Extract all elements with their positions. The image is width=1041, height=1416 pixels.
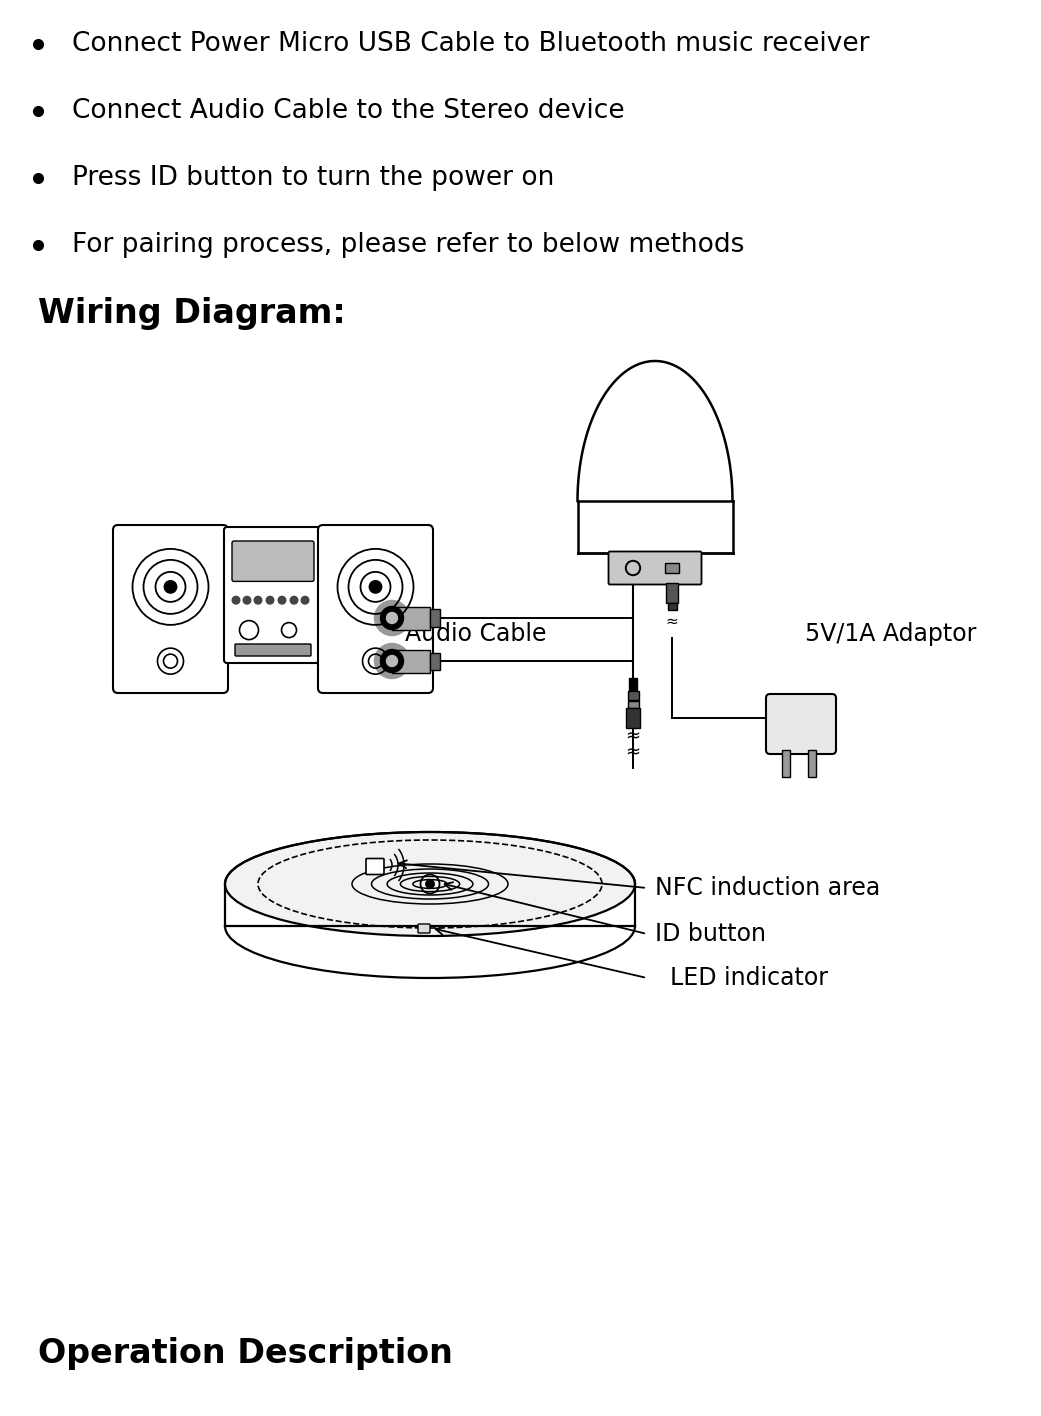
Text: NFC induction area: NFC induction area xyxy=(655,877,881,901)
Text: Wiring Diagram:: Wiring Diagram: xyxy=(39,297,346,330)
FancyBboxPatch shape xyxy=(232,541,314,582)
Text: /: / xyxy=(688,559,695,573)
Circle shape xyxy=(301,596,309,605)
Circle shape xyxy=(290,596,298,605)
Circle shape xyxy=(386,613,398,623)
Text: ≈: ≈ xyxy=(626,743,640,760)
Circle shape xyxy=(375,600,409,636)
Circle shape xyxy=(426,879,434,888)
Bar xyxy=(430,609,440,626)
FancyBboxPatch shape xyxy=(609,551,702,585)
FancyBboxPatch shape xyxy=(224,527,322,663)
Circle shape xyxy=(254,596,261,605)
Bar xyxy=(782,750,790,777)
Bar xyxy=(628,691,638,700)
FancyBboxPatch shape xyxy=(418,925,430,933)
Text: ≈: ≈ xyxy=(665,613,679,629)
Bar xyxy=(392,650,430,673)
Circle shape xyxy=(381,650,404,673)
Text: Connect Power Micro USB Cable to Bluetooth music receiver: Connect Power Micro USB Cable to Bluetoo… xyxy=(72,31,869,57)
Text: Press ID button to turn the power on: Press ID button to turn the power on xyxy=(72,166,555,191)
Text: For pairing process, please refer to below methods: For pairing process, please refer to bel… xyxy=(72,232,744,258)
Bar xyxy=(629,678,637,691)
Text: ≈: ≈ xyxy=(626,726,640,745)
Circle shape xyxy=(244,596,251,605)
Circle shape xyxy=(626,561,640,575)
FancyBboxPatch shape xyxy=(113,525,228,692)
Circle shape xyxy=(232,596,239,605)
FancyBboxPatch shape xyxy=(235,644,311,656)
Text: Operation Description: Operation Description xyxy=(39,1338,453,1371)
Circle shape xyxy=(266,596,274,605)
FancyBboxPatch shape xyxy=(318,525,433,692)
Text: 5V/1A Adaptor: 5V/1A Adaptor xyxy=(805,622,976,646)
Circle shape xyxy=(381,606,404,630)
Circle shape xyxy=(278,596,286,605)
Text: LED indicator: LED indicator xyxy=(670,966,828,990)
Circle shape xyxy=(386,656,398,667)
Text: ∩: ∩ xyxy=(610,561,619,573)
FancyBboxPatch shape xyxy=(366,858,384,875)
Circle shape xyxy=(628,562,638,573)
Text: Connect Audio Cable to the Stereo device: Connect Audio Cable to the Stereo device xyxy=(72,98,625,125)
Bar xyxy=(430,653,440,670)
FancyBboxPatch shape xyxy=(766,694,836,753)
Text: Audio Cable: Audio Cable xyxy=(405,622,547,646)
Ellipse shape xyxy=(225,833,635,936)
Bar xyxy=(667,603,677,610)
Text: ID button: ID button xyxy=(655,922,766,946)
Bar xyxy=(628,701,638,708)
Bar xyxy=(665,562,679,573)
Bar xyxy=(808,750,816,777)
Circle shape xyxy=(375,643,409,678)
Bar xyxy=(666,583,678,603)
Bar xyxy=(392,606,430,630)
Circle shape xyxy=(164,581,177,593)
Circle shape xyxy=(370,581,381,593)
Bar xyxy=(626,708,640,728)
